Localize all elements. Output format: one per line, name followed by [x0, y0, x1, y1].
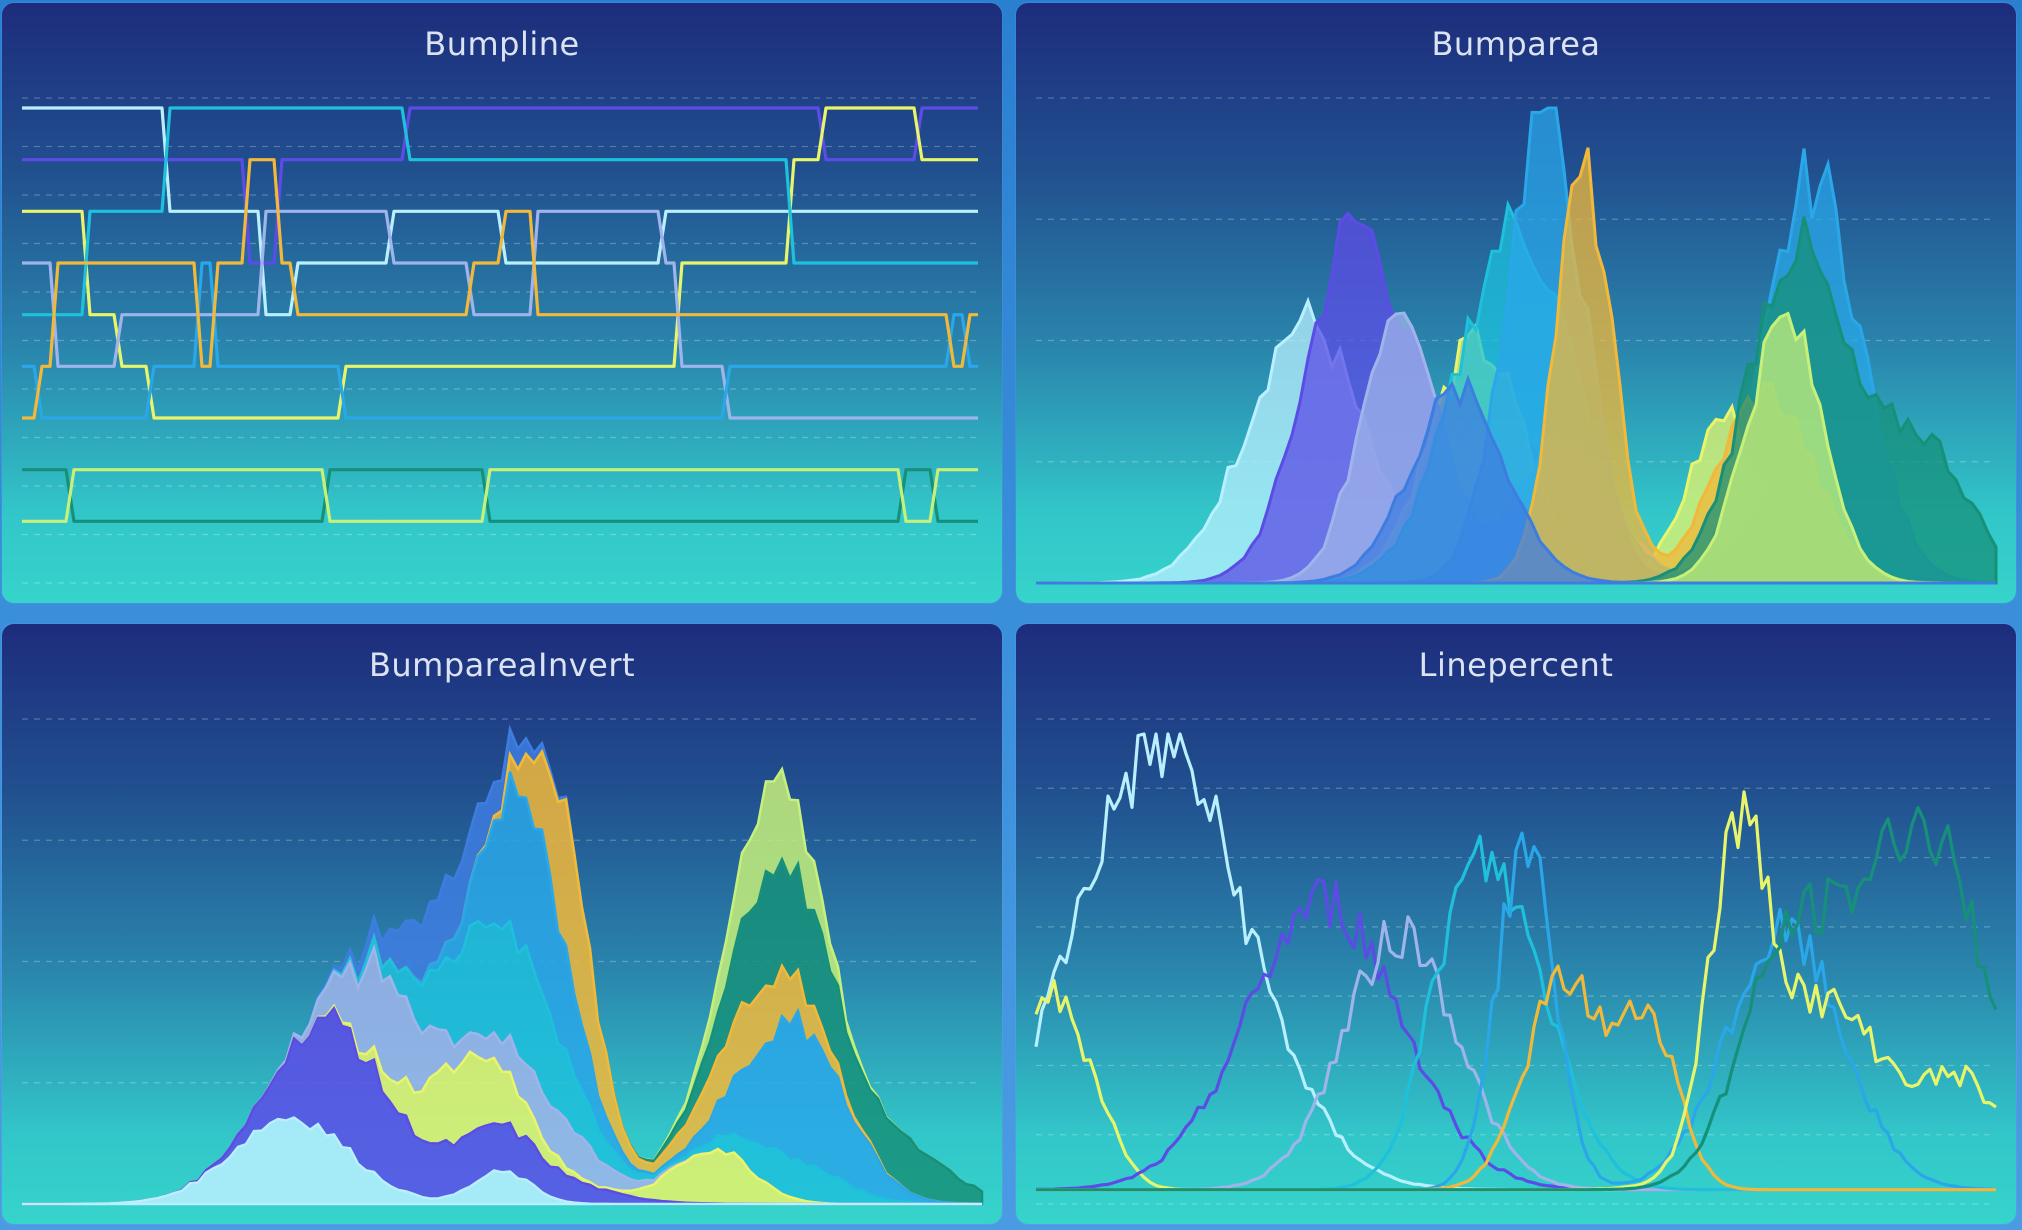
linepercent-series-line [1036, 915, 1996, 1192]
bumparea-chart [1036, 97, 1998, 585]
linepercent-series-group [1034, 732, 1998, 1192]
bumpline-series-group [22, 106, 978, 523]
bumpline-series-line [22, 106, 978, 265]
bumpline-title: Bumpline [424, 25, 580, 63]
bumpline-series-line [22, 106, 978, 420]
bumpline-series-line [22, 106, 978, 317]
bumpareainvert-chart [22, 718, 984, 1206]
linepercent-gridlines [1036, 718, 1996, 1205]
bumpline-series-line [22, 209, 978, 420]
linepercent-panel: Linepercent [1016, 624, 2016, 1224]
bumpline-panel: Bumpline [2, 3, 1002, 603]
bumpline-series-line [22, 468, 978, 523]
bumpline-series-line [22, 468, 978, 523]
bumpareainvert-panel: BumpareaInvert [2, 624, 1002, 1224]
bumpline-series-line [22, 261, 978, 420]
bumparea-series-group [1036, 106, 1998, 585]
bumpareainvert-title: BumpareaInvert [368, 646, 636, 684]
bumpareainvert-series-group [22, 724, 984, 1206]
linepercent-series-line [1034, 979, 1996, 1192]
bumparea-title: Bumparea [1431, 25, 1601, 63]
linepercent-series-line [1036, 806, 1998, 1192]
bumpline-series-line [22, 106, 978, 317]
linepercent-series-line [1036, 877, 1996, 1192]
bumparea-panel: Bumparea [1016, 3, 2016, 603]
bumparea-series-area [1036, 374, 1996, 585]
bumpareainvert-series-area [22, 1116, 982, 1206]
linepercent-title: Linepercent [1418, 646, 1614, 684]
linepercent-series-line [1034, 732, 1996, 1192]
bumpline-chart [22, 97, 982, 584]
linepercent-chart [1034, 718, 1998, 1205]
bumpline-series-line [22, 158, 978, 420]
